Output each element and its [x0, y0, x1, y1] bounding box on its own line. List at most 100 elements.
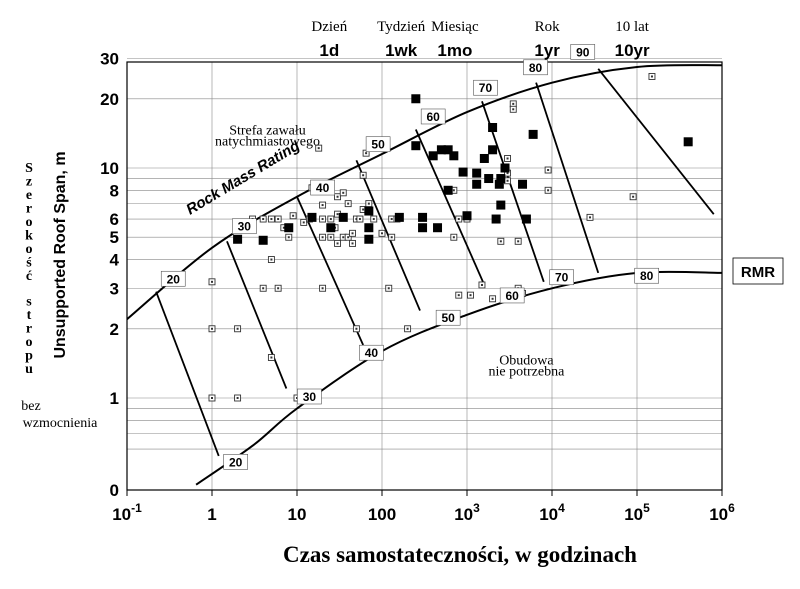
rmr-label-top-box	[570, 44, 596, 60]
hollow-point-dot	[336, 213, 339, 216]
y-tick-label: 1	[110, 389, 119, 408]
filled-point	[528, 129, 538, 139]
y-polish-letter: r	[26, 202, 32, 217]
rmr-label-bottom: 80	[640, 269, 654, 283]
filled-point	[418, 223, 428, 233]
rmr-label-top-box	[523, 59, 548, 76]
hollow-point-dot	[650, 75, 653, 78]
y-polish-letter: u	[25, 362, 33, 377]
annotation-text: Strefa zawału	[229, 123, 306, 138]
y-polish-letter: o	[26, 335, 33, 350]
hollow-point-dot	[547, 169, 550, 172]
rmr-line-90	[597, 68, 715, 215]
annotation-text: Obudowa	[499, 353, 554, 368]
filled-point	[488, 122, 498, 132]
hollow-point-dot	[362, 208, 365, 211]
hollow-point-dot	[589, 216, 592, 219]
hollow-point-dot	[347, 202, 350, 205]
filled-point	[443, 145, 453, 155]
y-tick-label: 10	[100, 159, 119, 178]
rmr-label-bottom-box	[549, 269, 574, 286]
filled-points	[233, 94, 693, 245]
hollow-point-dot	[236, 397, 239, 399]
rmr-label-top-box	[310, 179, 335, 196]
hollow-point-dot	[390, 236, 393, 239]
filled-point	[364, 206, 374, 216]
y-polish-letter: ś	[26, 256, 32, 271]
filled-point	[683, 137, 693, 147]
time-marker-polish: Dzień	[311, 19, 347, 35]
y-polish-letter: ć	[26, 269, 32, 284]
y-axis-label: Unsupported Roof Span, m	[52, 151, 69, 358]
hollow-point-dot	[321, 218, 324, 221]
hollow-point-dot	[342, 236, 345, 239]
y-tick-label-zero: 0	[110, 481, 119, 500]
plot-frame	[126, 61, 723, 491]
x-tick-label: 103	[454, 501, 480, 524]
filled-point	[394, 212, 404, 222]
filled-point	[443, 185, 453, 195]
hollow-point-dot	[547, 189, 550, 192]
rmr-label: RMR	[741, 264, 775, 281]
filled-point	[258, 235, 268, 245]
x-tick-labels: 10-1 1 10 100 103 104 105 106	[112, 490, 735, 524]
rmr-label-top-box	[473, 79, 498, 96]
hollow-point-dot	[270, 356, 273, 359]
hollow-point-dot	[367, 202, 370, 205]
rmr-label-bottom-box	[499, 287, 525, 304]
filled-point	[364, 223, 374, 233]
time-marker-english: 1wk	[385, 41, 418, 60]
filled-point	[496, 174, 506, 184]
y-polish-letter: z	[26, 175, 32, 190]
hollow-point-dot	[372, 218, 375, 221]
hollow-point-dot	[282, 226, 285, 229]
y-tick-label: 30	[100, 49, 119, 68]
filled-point	[411, 141, 421, 151]
rmr-label-top-box	[232, 218, 257, 235]
rmr-line-60	[415, 129, 486, 286]
rmr-label-top-box	[420, 108, 446, 125]
rmr-label-bottom: 20	[229, 455, 243, 469]
y-polish-letter: r	[26, 322, 32, 337]
hollow-point-dot	[457, 294, 460, 297]
hollow-point-dot	[347, 236, 350, 239]
time-marker-polish: Miesiąc	[431, 19, 479, 35]
x-tick-label: 1	[207, 505, 216, 524]
y-polish-letter: S	[25, 161, 33, 176]
hollow-point-dot	[236, 327, 239, 330]
hollow-point-dot	[342, 191, 345, 194]
filled-point	[364, 234, 374, 244]
hollow-point-dot	[452, 189, 455, 192]
time-marker-english: 1mo	[437, 41, 472, 60]
hollow-point-dot	[506, 157, 509, 160]
hollow-point-dot	[329, 236, 332, 239]
y-polish-letter: s	[26, 295, 32, 310]
y-polish-letter: o	[26, 215, 33, 230]
filled-point	[472, 179, 482, 189]
filled-point	[500, 163, 510, 173]
rmr-label-bottom: 40	[365, 346, 379, 360]
rmr-label-bottom-box	[297, 388, 322, 405]
y-tick-label: 20	[100, 90, 119, 109]
filled-point	[458, 167, 468, 177]
hollow-point-dot	[491, 297, 494, 300]
hollow-point-dot	[287, 236, 290, 239]
hollow-point-dot	[457, 218, 460, 221]
hollow-point-dot	[381, 232, 383, 235]
hollow-point-dot	[302, 221, 305, 224]
y-tick-labels: 1 2 3 4 56 8 10 20 30 0	[100, 49, 119, 500]
rmr-label-top: 90	[576, 45, 590, 59]
hollow-point-dot	[351, 232, 354, 235]
time-marker-polish: Tydzień	[377, 19, 426, 35]
time-marker-english: 1d	[319, 41, 339, 60]
hollow-point-dot	[329, 218, 332, 221]
hollow-point-dot	[512, 108, 515, 111]
hollow-point-dot	[452, 236, 455, 239]
hollow-point-dot	[211, 327, 213, 330]
filled-point	[518, 179, 528, 189]
y-polish-letter: t	[27, 308, 32, 323]
hollow-point-dot	[506, 179, 509, 182]
annotation-text: nie potrzebna	[489, 365, 566, 380]
